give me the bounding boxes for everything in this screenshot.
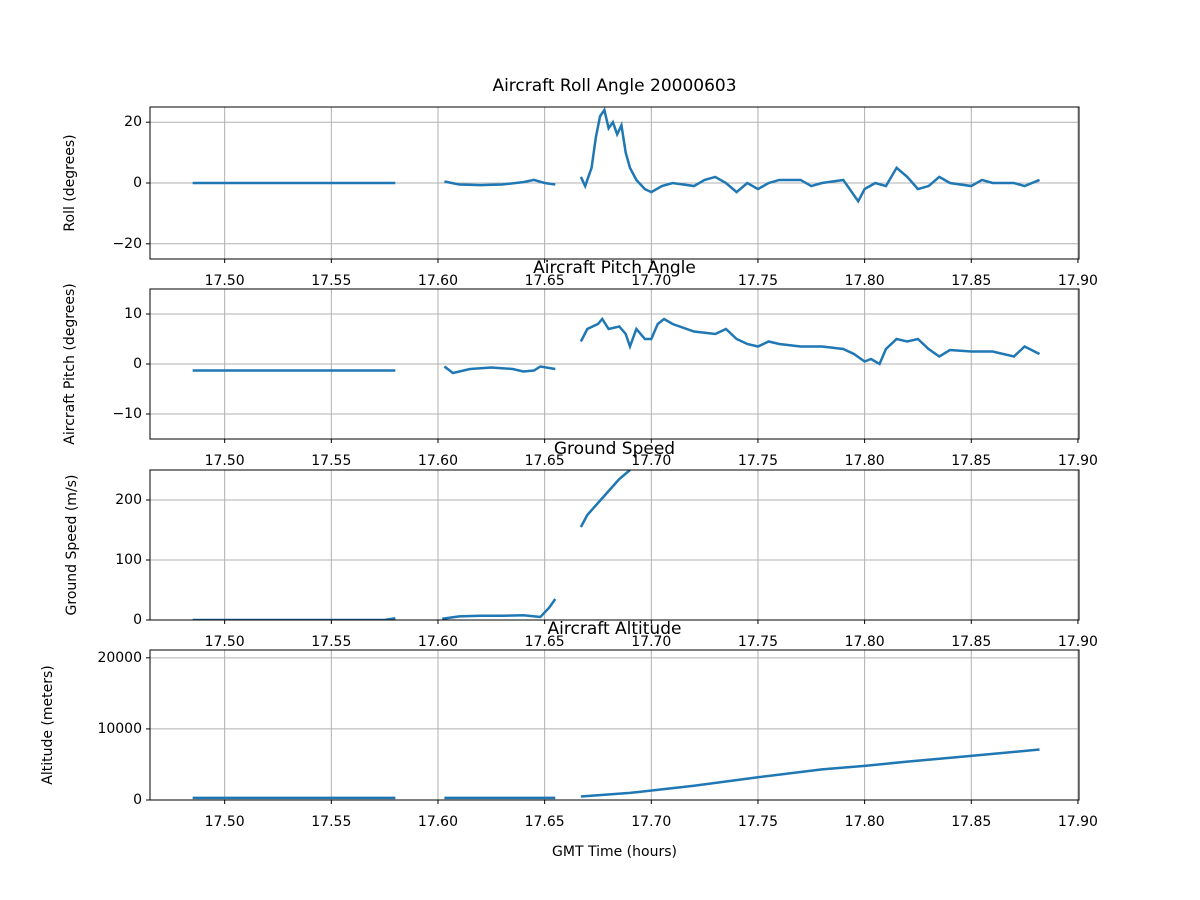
x-tick-label: 17.90 — [1058, 814, 1098, 830]
x-tick-label: 17.60 — [418, 814, 458, 830]
y-axis-label: Altitude (meters) — [40, 665, 56, 785]
x-tick-label: 17.70 — [631, 634, 671, 650]
subplot: 17.50 17.55 17.60 17.65 17.70 17.75 17.80 17.85… — [62, 258, 1098, 469]
data-line — [192, 107, 1041, 204]
subplot-title: Ground Speed — [554, 439, 675, 459]
x-tick-label: 17.50 — [205, 634, 245, 650]
y-tick-label: 0 — [133, 356, 142, 372]
axes-frame — [149, 106, 1080, 260]
x-tick-label: 17.55 — [311, 453, 351, 469]
x-tick-label: 17.65 — [525, 814, 565, 830]
x-tick-label: 17.60 — [418, 453, 458, 469]
x-tick-label: 17.75 — [738, 273, 778, 289]
subplot: 17.50 17.55 17.60 17.65 17.70 17.75 17.80 17.85… — [40, 619, 1098, 860]
x-tick-label: 17.65 — [525, 273, 565, 289]
y-axis-label: Ground Speed (m/s) — [64, 475, 80, 616]
y-tick-label: 200 — [115, 492, 142, 508]
subplot: 17.50 17.55 17.60 17.65 17.70 17.75 17.80 17.85… — [64, 439, 1098, 650]
x-tick-label: 17.90 — [1058, 453, 1098, 469]
x-tick-label: 17.80 — [845, 273, 885, 289]
x-tick-label: 17.85 — [951, 814, 991, 830]
x-tick-label: 17.80 — [845, 453, 885, 469]
x-tick-label: 17.50 — [205, 453, 245, 469]
x-tick-label: 17.80 — [845, 634, 885, 650]
x-tick-label: 17.55 — [311, 814, 351, 830]
x-tick-label: 17.85 — [951, 453, 991, 469]
x-tick-label: 17.65 — [525, 453, 565, 469]
subplot-title: Aircraft Altitude — [548, 619, 682, 639]
data-line — [192, 470, 631, 620]
axes-frame — [149, 469, 1080, 621]
y-tick-label: −10 — [112, 406, 142, 422]
x-tick-label: 17.85 — [951, 634, 991, 650]
x-tick-label: 17.75 — [738, 453, 778, 469]
subplot-title: Aircraft Pitch Angle — [533, 258, 696, 278]
y-tick-label: 0 — [133, 612, 142, 628]
y-tick-label: 20000 — [97, 650, 142, 666]
subplot: 17.50 17.55 17.60 17.65 17.70 17.75 17.80 17.85… — [62, 76, 1098, 289]
x-tick-label: 17.55 — [311, 634, 351, 650]
y-axis-label: Aircraft Pitch (degrees) — [62, 283, 78, 444]
x-tick-label: 17.60 — [418, 634, 458, 650]
y-tick-label: 20 — [124, 114, 142, 130]
x-axis-label: GMT Time (hours) — [552, 844, 677, 860]
x-tick-label: 17.75 — [738, 814, 778, 830]
x-tick-label: 17.75 — [738, 634, 778, 650]
y-tick-label: −20 — [112, 236, 142, 252]
y-axis-label: Roll (degrees) — [62, 134, 78, 231]
y-tick-label: 0 — [133, 792, 142, 808]
axes-frame — [149, 288, 1080, 440]
data-line — [192, 748, 1040, 800]
x-tick-label: 17.70 — [631, 814, 671, 830]
y-tick-label: 10000 — [97, 721, 142, 737]
axes-frame — [149, 649, 1080, 801]
x-tick-label: 17.80 — [845, 814, 885, 830]
y-tick-label: 100 — [115, 552, 142, 568]
x-tick-label: 17.90 — [1058, 634, 1098, 650]
x-tick-label: 17.65 — [525, 634, 565, 650]
subplot-title: Aircraft Roll Angle 20000603 — [492, 76, 736, 96]
y-tick-label: 0 — [133, 175, 142, 191]
x-tick-label: 17.70 — [631, 453, 671, 469]
y-tick-label: 10 — [124, 306, 142, 322]
x-tick-label: 17.85 — [951, 273, 991, 289]
x-tick-label: 17.50 — [205, 814, 245, 830]
x-tick-label: 17.90 — [1058, 273, 1098, 289]
data-line — [192, 316, 1041, 375]
x-tick-label: 17.60 — [418, 273, 458, 289]
x-tick-label: 17.50 — [205, 273, 245, 289]
x-tick-label: 17.55 — [311, 273, 351, 289]
x-tick-label: 17.70 — [631, 273, 671, 289]
